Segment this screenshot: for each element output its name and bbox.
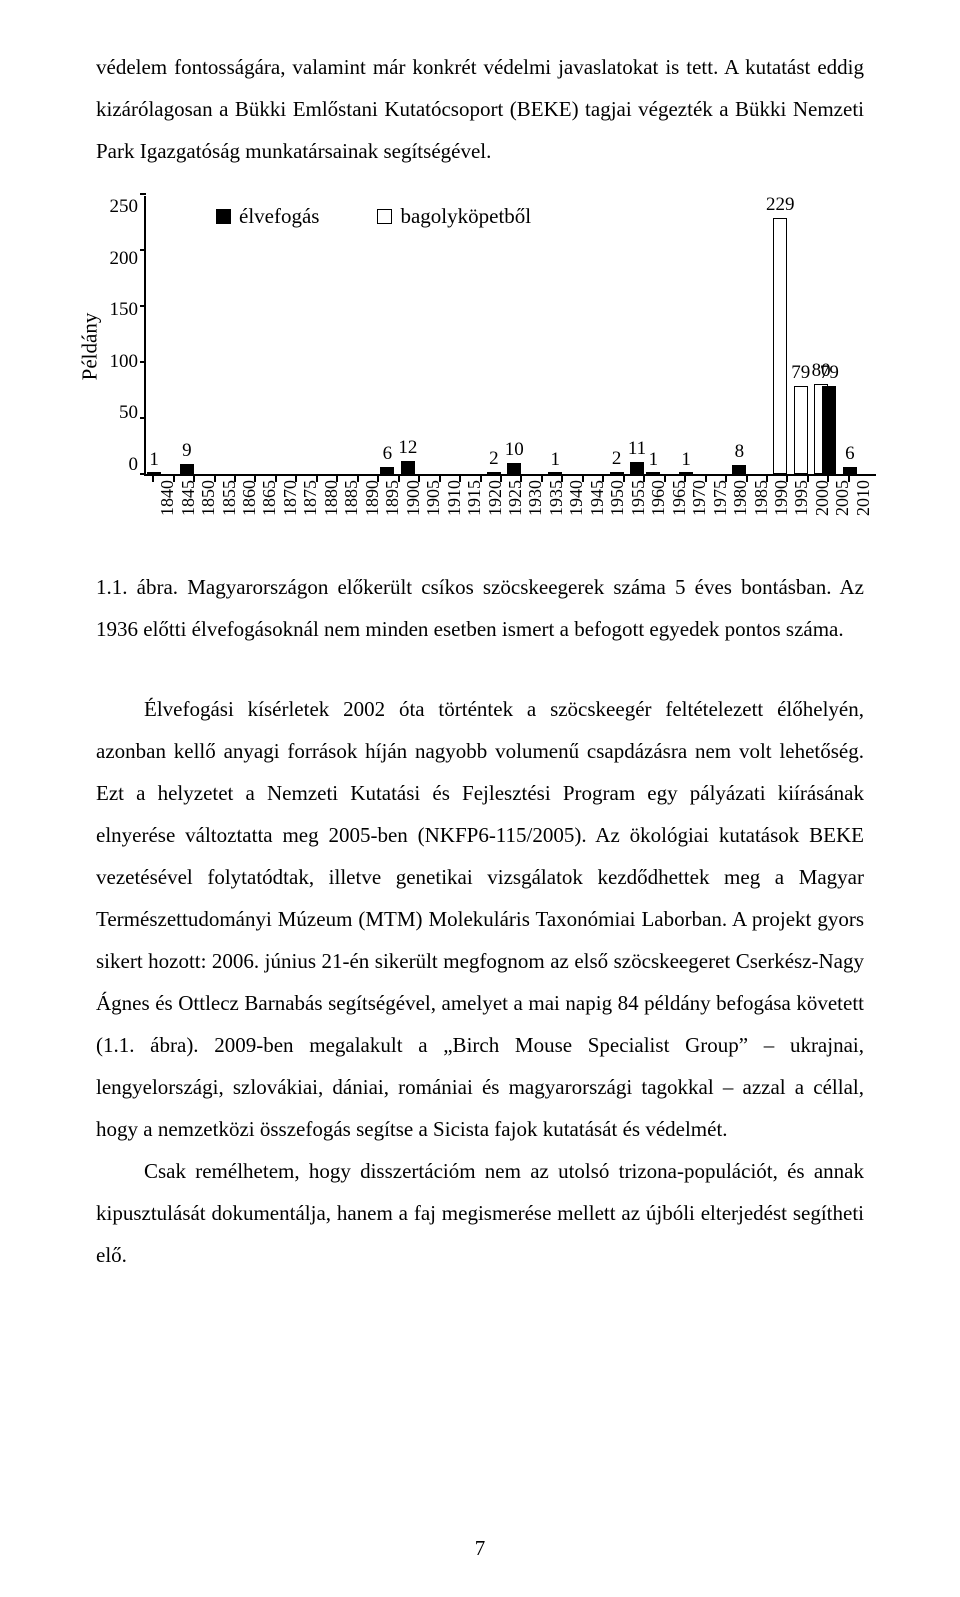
body-paragraph-3: Csak remélhetem, hogy disszertációm nem … bbox=[96, 1150, 864, 1276]
x-axis-labels: 1840184518501855186018651870187518801885… bbox=[144, 496, 876, 546]
x-tick-label: 1980 bbox=[730, 480, 751, 516]
bar-value-label: 10 bbox=[505, 439, 524, 461]
x-tick-label: 1905 bbox=[423, 480, 444, 516]
bar-value-label: 1 bbox=[649, 449, 659, 471]
bar-value-label: 1 bbox=[681, 449, 691, 471]
bar-value-label: 229 bbox=[766, 194, 795, 216]
y-tick-label: 250 bbox=[104, 196, 138, 218]
x-tick-label: 1945 bbox=[587, 480, 608, 516]
x-tick-label: 1900 bbox=[403, 480, 424, 516]
bar-value-label: 6 bbox=[383, 443, 393, 465]
x-tick-label: 1935 bbox=[546, 480, 567, 516]
x-tick-label: 1875 bbox=[300, 480, 321, 516]
x-tick-label: 1915 bbox=[464, 480, 485, 516]
bar-value-label: 8 bbox=[735, 441, 745, 463]
x-tick-label: 1910 bbox=[444, 480, 465, 516]
x-tick-label: 1940 bbox=[566, 480, 587, 516]
x-tick-label: 1855 bbox=[219, 480, 240, 516]
x-tick-label: 1990 bbox=[771, 480, 792, 516]
bar-value-label: 11 bbox=[628, 438, 646, 460]
page-number: 7 bbox=[96, 1536, 864, 1597]
x-tick-label: 1845 bbox=[178, 480, 199, 516]
x-tick-label: 1930 bbox=[525, 480, 546, 516]
x-tick-label: 1965 bbox=[669, 480, 690, 516]
y-axis-title: Példány bbox=[78, 312, 103, 380]
x-tick-label: 1895 bbox=[382, 480, 403, 516]
x-tick-label: 1920 bbox=[485, 480, 506, 516]
x-tick-label: 1970 bbox=[689, 480, 710, 516]
x-tick-label: 1860 bbox=[239, 480, 260, 516]
x-tick-label: 1850 bbox=[198, 480, 219, 516]
y-tick-label: 150 bbox=[104, 299, 138, 321]
bar-value-label: 2 bbox=[489, 448, 499, 470]
intro-paragraph: védelem fontosságára, valamint már konkr… bbox=[96, 46, 864, 172]
x-tick-label: 1870 bbox=[280, 480, 301, 516]
x-tick-label: 1995 bbox=[791, 480, 812, 516]
x-tick-label: 1950 bbox=[607, 480, 628, 516]
x-tick-label: 1885 bbox=[341, 480, 362, 516]
bar-value-label: 79 bbox=[820, 362, 839, 384]
x-tick-label: 2010 bbox=[853, 480, 874, 516]
bar-labels-layer: 1961221012111182297980796 bbox=[146, 196, 876, 474]
x-tick-label: 2000 bbox=[812, 480, 833, 516]
bar-value-label: 79 bbox=[791, 362, 810, 384]
x-tick-label: 1975 bbox=[710, 480, 731, 516]
x-tick-label: 1960 bbox=[648, 480, 669, 516]
x-tick-label: 1925 bbox=[505, 480, 526, 516]
y-tick-label: 0 bbox=[104, 454, 138, 476]
bar-value-label: 9 bbox=[182, 440, 192, 462]
x-tick-label: 1955 bbox=[628, 480, 649, 516]
bar-value-label: 1 bbox=[550, 449, 560, 471]
x-tick-label: 1880 bbox=[321, 480, 342, 516]
y-axis-ticks: 250 200 150 100 50 0 bbox=[104, 196, 144, 496]
body-paragraph-2: Élvefogási kísérletek 2002 óta történtek… bbox=[96, 688, 864, 1150]
bar-value-label: 2 bbox=[612, 448, 622, 470]
chart-plot-area: élvefogás bagolyköpetből 196122101211118… bbox=[144, 196, 876, 476]
y-tick-label: 50 bbox=[104, 402, 138, 424]
x-tick-label: 1985 bbox=[751, 480, 772, 516]
x-tick-label: 1840 bbox=[157, 480, 178, 516]
y-axis-title-wrap: Példány bbox=[76, 196, 104, 496]
figure-caption: 1.1. ábra. Magyarországon előkerült csík… bbox=[96, 566, 864, 650]
bar-value-label: 12 bbox=[398, 437, 417, 459]
figure-1-1: Példány 250200150100500 élvefogás bagoly… bbox=[76, 196, 876, 546]
x-tick-label: 1865 bbox=[259, 480, 280, 516]
x-tick-label: 1890 bbox=[362, 480, 383, 516]
bar-value-label: 1 bbox=[149, 449, 159, 471]
bar-value-label: 6 bbox=[845, 443, 855, 465]
y-tick-label: 100 bbox=[104, 351, 138, 373]
y-tick-label: 200 bbox=[104, 248, 138, 270]
x-tick-label: 2005 bbox=[832, 480, 853, 516]
